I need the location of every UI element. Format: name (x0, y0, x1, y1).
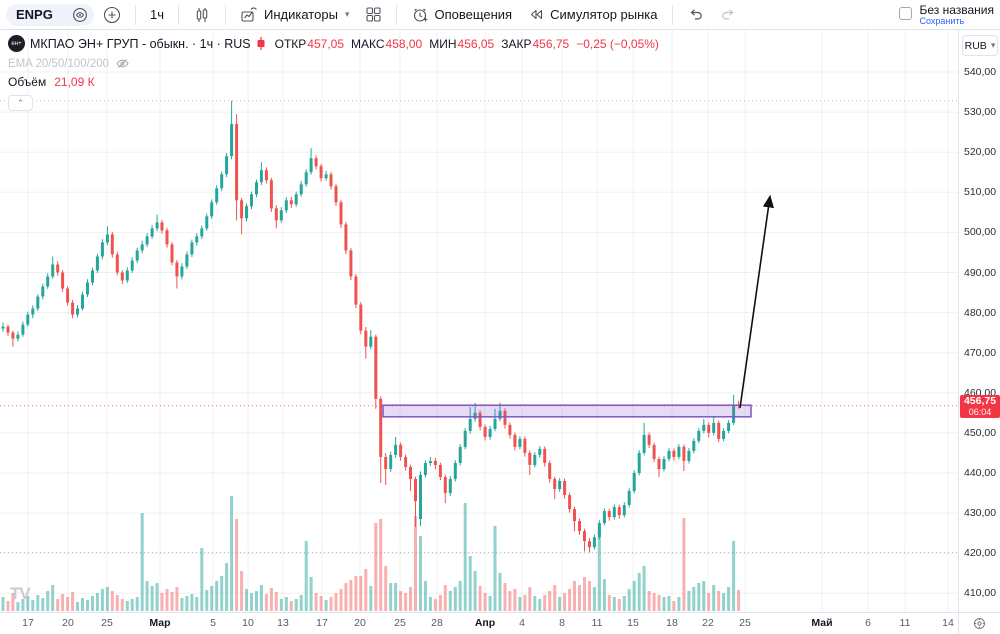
symbol-logo: ен+ (8, 35, 25, 52)
eye-off-icon[interactable] (115, 56, 130, 71)
top-toolbar: ENPG 1ч (0, 0, 1000, 30)
divider (135, 4, 136, 25)
change-value: −0,25 (−0,05%) (576, 36, 659, 51)
save-link[interactable]: Сохранить (919, 16, 965, 26)
time-axis[interactable]: 17 20 25 Мар 5 10 13 17 20 25 28 Апр 4 8 11 15 18 22 25 Май… (0, 612, 958, 634)
volume-legend-row[interactable]: Объём 21,09 К (8, 75, 659, 89)
candlestick-chart[interactable] (0, 30, 958, 612)
drawing-rectangle (382, 404, 752, 418)
alerts-label: Оповещения (434, 7, 513, 22)
chevron-down-icon: ▾ (344, 9, 350, 19)
red-candle-icon (256, 37, 266, 50)
legend-collapse-button[interactable]: ⌃ (8, 95, 33, 111)
redo-button[interactable] (713, 3, 744, 26)
tradingview-logo[interactable]: TV (10, 584, 31, 603)
drawing-arrow (739, 194, 774, 409)
market-simulator-button[interactable]: Симулятор рынка (521, 3, 664, 26)
price-axis[interactable]: RUB ▾ 540,00 530,00 520,00 510,00 500,00 490,… (958, 30, 1000, 612)
ema-legend-row[interactable]: EMA 20/50/100/200 (8, 56, 659, 71)
chart-legend: ен+ МКПАО ЭН+ ГРУП - обыкн. · 1ч · RUS О… (8, 35, 659, 111)
interval-button[interactable]: 1ч (143, 4, 171, 25)
grid-layout-icon (365, 6, 382, 23)
volume-value: 21,09 К (54, 75, 95, 89)
simulator-label: Симулятор рынка (550, 7, 658, 22)
undo-icon (687, 6, 704, 23)
layout-grid-button[interactable] (358, 3, 389, 26)
volume-label: Объём (8, 75, 47, 89)
interval-label: 1ч (150, 7, 165, 22)
redo-icon (720, 6, 737, 23)
ohlc-values: ОТКР457,05 МАКС458,00 МИН456,05 ЗАКР456,… (274, 36, 659, 51)
indicators-icon (240, 5, 259, 24)
axis-settings-button[interactable] (958, 612, 1000, 634)
symbol-search[interactable]: ENPG (6, 3, 94, 26)
currency-selector[interactable]: RUB ▾ (962, 35, 998, 56)
chart-type-button[interactable] (186, 3, 218, 27)
divider (225, 4, 227, 25)
compare-add-button[interactable] (96, 3, 128, 27)
alarm-clock-icon (411, 6, 429, 24)
indicators-button[interactable]: Индикаторы ▾ (233, 2, 356, 27)
symbol-name: ENPG (16, 7, 53, 22)
chevron-down-icon: ▾ (990, 40, 996, 50)
currency-label: RUB (964, 39, 987, 52)
divider (671, 4, 673, 25)
layout-title[interactable]: Без названия (919, 3, 994, 17)
ema-label: EMA 20/50/100/200 (8, 57, 110, 70)
eye-icon[interactable] (72, 7, 88, 23)
last-price-label: 456,75 06:04 (960, 395, 1000, 418)
candlestick-icon (193, 6, 211, 24)
divider (396, 4, 398, 25)
bar-countdown: 06:04 (968, 407, 992, 417)
divider (178, 4, 180, 25)
chart-pane[interactable]: ен+ МКПАО ЭН+ ГРУП - обыкн. · 1ч · RUS О… (0, 30, 958, 612)
undo-button[interactable] (680, 3, 711, 26)
layout-checkbox[interactable] (899, 7, 913, 20)
symbol-title[interactable]: МКПАО ЭН+ ГРУП - обыкн. · 1ч · RUS (30, 36, 251, 51)
alerts-button[interactable]: Оповещения (404, 3, 519, 27)
plus-circle-icon (103, 6, 121, 24)
gear-icon (974, 618, 985, 629)
rewind-icon (528, 6, 545, 23)
indicators-label: Индикаторы (264, 7, 338, 22)
